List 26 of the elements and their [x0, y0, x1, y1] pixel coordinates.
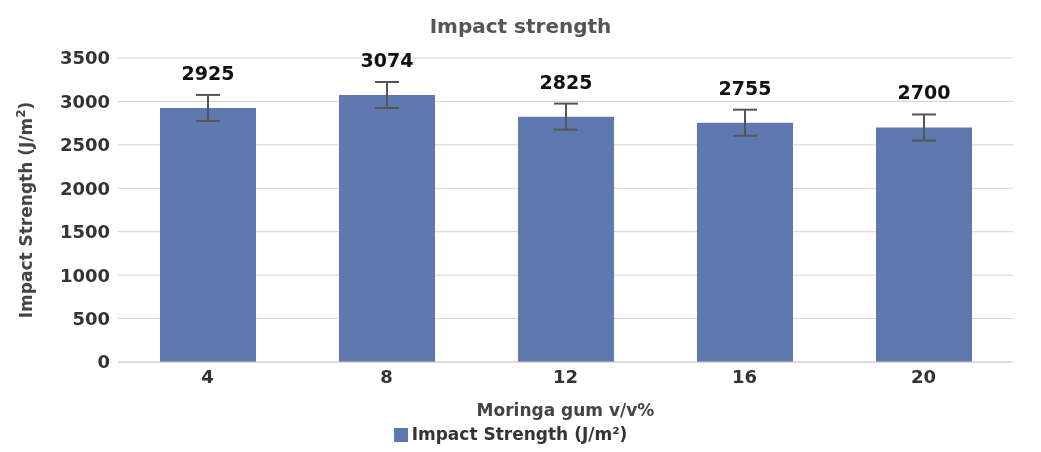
x-tick-label: 8	[380, 365, 393, 387]
x-tick-label: 12	[552, 365, 579, 387]
bar	[697, 122, 793, 362]
y-tick-label: 2000	[59, 177, 110, 199]
legend-label: Impact Strength (J/m²)	[411, 424, 628, 444]
bar	[339, 95, 435, 362]
data-label: 2925	[181, 61, 235, 84]
y-tick-label: 2500	[59, 134, 110, 156]
y-tick-label: 3000	[59, 90, 110, 112]
x-tick-label: 20	[910, 365, 937, 387]
data-label: 2700	[897, 81, 951, 104]
bar	[876, 127, 972, 362]
y-tick-label: 1500	[59, 221, 110, 243]
y-tick-label: 500	[72, 307, 110, 329]
y-tick-label: 0	[97, 351, 110, 373]
data-label: 2825	[539, 70, 593, 93]
x-axis-title: Moringa gum v/v%	[476, 400, 655, 420]
y-tick-label: 1000	[59, 264, 110, 286]
chart-title: Impact strength	[428, 13, 613, 40]
x-tick-label: 16	[731, 365, 758, 387]
bar	[160, 107, 256, 362]
y-tick-label: 3500	[59, 47, 110, 69]
data-label: 2755	[718, 76, 772, 99]
x-tick-label: 4	[201, 365, 214, 387]
bar	[518, 116, 614, 362]
data-label: 3074	[360, 49, 414, 71]
